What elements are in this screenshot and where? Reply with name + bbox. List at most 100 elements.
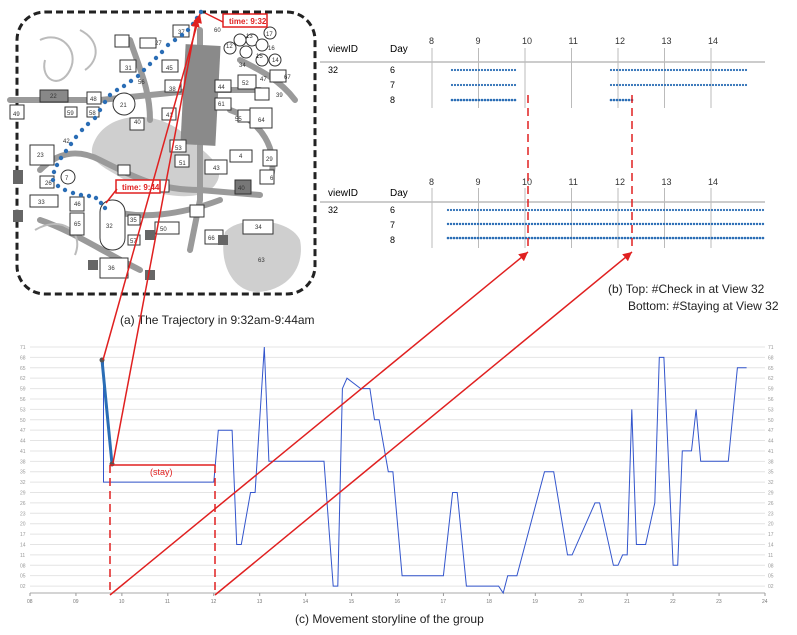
y-tick-left: 38 bbox=[20, 459, 26, 465]
view-dot bbox=[731, 208, 735, 212]
view-dot bbox=[650, 222, 654, 226]
hour-tick-13: 13 bbox=[662, 177, 672, 187]
view-dot bbox=[491, 208, 495, 212]
view-dot bbox=[674, 208, 678, 212]
view-dot bbox=[638, 222, 642, 226]
view-dot bbox=[624, 68, 628, 72]
view-dot bbox=[717, 68, 721, 72]
view-dot bbox=[480, 68, 484, 72]
y-tick-left: 62 bbox=[20, 376, 26, 382]
view-dot bbox=[644, 236, 648, 240]
view-dot bbox=[624, 83, 628, 87]
y-tick-right: 23 bbox=[768, 511, 774, 517]
view-dot bbox=[506, 236, 510, 240]
view-dot bbox=[462, 68, 466, 72]
view-dot bbox=[518, 222, 522, 226]
view-dot bbox=[506, 222, 510, 226]
view-dot bbox=[722, 236, 726, 240]
view-dot bbox=[453, 83, 457, 87]
top-checkin-dots bbox=[450, 68, 748, 102]
view-dot bbox=[489, 68, 493, 72]
svg-text:16: 16 bbox=[268, 46, 275, 52]
y-tick-left: 26 bbox=[20, 501, 26, 507]
y-tick-left: 59 bbox=[20, 387, 26, 393]
y-tick-right: 38 bbox=[768, 459, 774, 465]
view-dot bbox=[545, 208, 549, 212]
x-tick-label: 14 bbox=[303, 599, 309, 605]
view-dot bbox=[734, 236, 738, 240]
view-dot bbox=[630, 68, 634, 72]
view-dot bbox=[507, 98, 511, 102]
view-dot bbox=[713, 236, 717, 240]
view-dot bbox=[501, 98, 505, 102]
y-tick-left: 56 bbox=[20, 397, 26, 403]
y-tick-right: 08 bbox=[768, 563, 774, 569]
svg-text:48: 48 bbox=[90, 97, 97, 103]
storyline-x-ticks: 08 09 10 11 12 13 14 15 16 17 18 19 20 21 22 23 24 bbox=[27, 593, 768, 605]
view-dot bbox=[702, 83, 706, 87]
view-dot bbox=[566, 208, 570, 212]
view-dot bbox=[735, 68, 739, 72]
svg-text:21: 21 bbox=[120, 103, 127, 109]
view-dot bbox=[608, 208, 612, 212]
view-dot bbox=[686, 208, 690, 212]
view-dot bbox=[740, 236, 744, 240]
view-dot bbox=[716, 222, 720, 226]
svg-text:7: 7 bbox=[65, 176, 69, 182]
view-dot bbox=[510, 83, 514, 87]
view-dot bbox=[494, 208, 498, 212]
view-dot bbox=[740, 208, 744, 212]
view-dot bbox=[584, 208, 588, 212]
view-dot bbox=[554, 222, 558, 226]
view-dot bbox=[507, 68, 511, 72]
view-dot bbox=[636, 83, 640, 87]
x-tick-label: 08 bbox=[27, 599, 33, 605]
view-dot bbox=[741, 83, 745, 87]
view-dot bbox=[467, 222, 471, 226]
view-dot bbox=[618, 68, 622, 72]
view-dot bbox=[593, 222, 597, 226]
top-day-3: 8 bbox=[390, 95, 395, 105]
view-dot bbox=[461, 208, 465, 212]
trajectory-start-point bbox=[99, 357, 105, 363]
view-dot bbox=[572, 236, 576, 240]
view-dot bbox=[548, 208, 552, 212]
view-dot bbox=[635, 236, 639, 240]
view-dot bbox=[713, 208, 717, 212]
view-dot bbox=[473, 236, 477, 240]
hour-tick-10: 10 bbox=[522, 177, 532, 187]
bottom-day-2: 7 bbox=[390, 220, 395, 230]
view-dot bbox=[500, 222, 504, 226]
view-dot bbox=[548, 222, 552, 226]
y-tick-right: 59 bbox=[768, 387, 774, 393]
view-dot bbox=[683, 208, 687, 212]
view-dot bbox=[626, 208, 630, 212]
view-dot bbox=[621, 68, 625, 72]
view-dot bbox=[488, 222, 492, 226]
view-dot bbox=[696, 68, 700, 72]
view-dot bbox=[621, 98, 625, 102]
view-dot bbox=[668, 222, 672, 226]
view-dot bbox=[605, 208, 609, 212]
view-dot bbox=[479, 222, 483, 226]
view-dot bbox=[551, 208, 555, 212]
view-dot bbox=[737, 236, 741, 240]
view-dot bbox=[449, 236, 453, 240]
view-dot bbox=[635, 222, 639, 226]
view-dot bbox=[723, 68, 727, 72]
view-dot bbox=[482, 236, 486, 240]
bottom-col-viewid: viewID bbox=[328, 188, 358, 199]
view-dot bbox=[459, 98, 463, 102]
view-dot bbox=[605, 222, 609, 226]
view-dot bbox=[672, 68, 676, 72]
view-dot bbox=[560, 208, 564, 212]
x-tick-label: 15 bbox=[349, 599, 355, 605]
view-dot bbox=[674, 222, 678, 226]
x-tick-label: 18 bbox=[486, 599, 492, 605]
view-dot bbox=[455, 236, 459, 240]
view-dot bbox=[729, 83, 733, 87]
svg-text:61: 61 bbox=[218, 102, 225, 108]
view-dot bbox=[614, 236, 618, 240]
view-dot bbox=[743, 208, 747, 212]
view-dot bbox=[602, 236, 606, 240]
